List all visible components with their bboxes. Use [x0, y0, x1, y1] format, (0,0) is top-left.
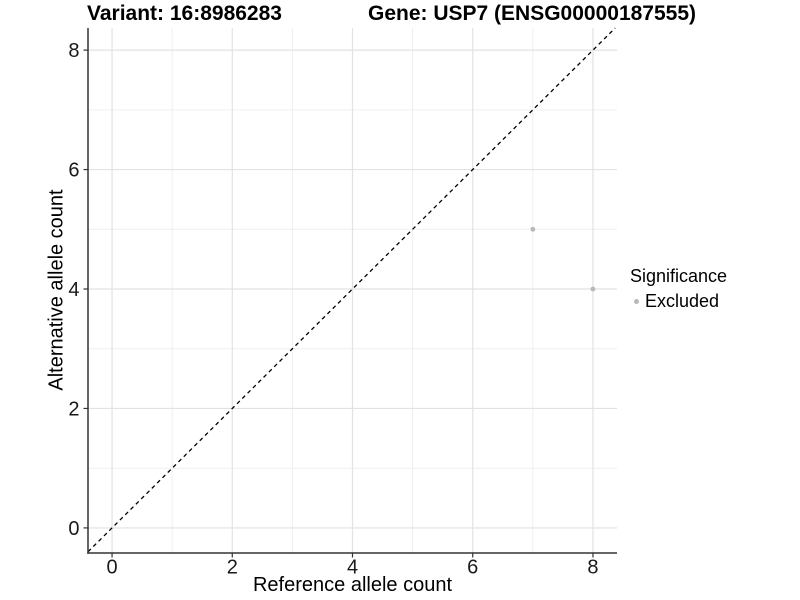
legend-item-excluded: Excluded	[634, 291, 727, 312]
legend-title: Significance	[630, 266, 728, 286]
legend-point-icon	[634, 299, 639, 304]
y-tick-label: 0	[68, 518, 79, 540]
identity-line	[87, 27, 616, 553]
x-tick-label: 2	[227, 557, 238, 579]
x-axis-title: Reference allele count	[252, 574, 452, 596]
x-tick-label: 8	[587, 557, 598, 579]
data-point	[530, 226, 536, 232]
legend-item-label: Excluded	[645, 291, 720, 311]
x-tick-label: 6	[467, 557, 478, 579]
gene-title: Gene: USP7 (ENSG00000187555)	[368, 2, 697, 25]
y-tick-label: 8	[68, 40, 79, 62]
y-tick-label: 2	[68, 398, 79, 420]
y-tick-label: 4	[68, 279, 79, 301]
y-axis-title: Alternative allele count	[45, 189, 68, 391]
variant-title: Variant: 16:8986283	[87, 2, 282, 25]
data-point	[590, 286, 596, 292]
x-tick-label: 4	[347, 557, 358, 579]
y-tick-label: 6	[68, 160, 79, 182]
legend: Significance Excluded	[630, 266, 727, 312]
x-tick-label: 0	[106, 557, 117, 579]
